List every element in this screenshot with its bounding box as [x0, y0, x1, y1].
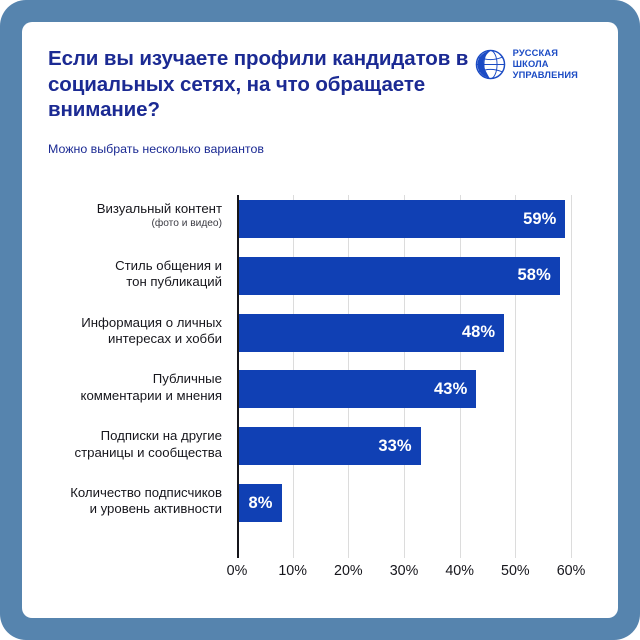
category-label: Подписки на другие страницы и сообщества: [22, 428, 222, 461]
category-label-line-1: Стиль общения и: [115, 257, 222, 273]
category-label-line-1: Количество подписчиков: [70, 485, 222, 500]
bar: 59%: [237, 200, 566, 238]
bar: 8%: [237, 484, 282, 522]
page-title: Если вы изучаете профили кандидатов в со…: [48, 47, 469, 121]
brand-logo-text: РУССКАЯ ШКОЛА УПРАВЛЕНИЯ: [513, 48, 578, 82]
plot-area: 59% 58% 48% 43% 33% 8% 0% 10% 20% 30% 40% 50% 60%: [227, 195, 585, 579]
header: Если вы изучаете профили кандидатов в со…: [48, 38, 600, 158]
bar-value-label: 33%: [378, 436, 412, 455]
category-label-line-2: интересах и хобби: [107, 331, 222, 346]
gridline-50: [515, 195, 517, 558]
category-label: Публичные комментарии и мнения: [22, 371, 222, 404]
bar-value-label: 8%: [248, 493, 273, 512]
y-axis-line: [237, 195, 239, 558]
logo-line-2: ШКОЛА: [512, 59, 549, 70]
poster-card: Если вы изучаете профили кандидатов в со…: [22, 22, 618, 618]
x-tick-10: 10%: [278, 563, 307, 579]
bar: 58%: [237, 256, 560, 295]
bar-value-label: 43%: [434, 379, 468, 398]
category-label-line-2: тон публикаций: [126, 274, 222, 290]
bar: 33%: [237, 427, 421, 466]
category-label: Визуальный контент (фото и видео): [22, 201, 222, 230]
bar-row: 48%: [237, 313, 571, 352]
bar: 48%: [237, 313, 505, 352]
category-label-line-1: Подписки на другие: [100, 428, 222, 444]
category-label: Информация о личных интересах и хобби: [22, 315, 222, 348]
category-label: Стиль общения и тон публикаций: [22, 258, 222, 291]
bar-row: 59%: [237, 200, 571, 238]
brand-logo: РУССКАЯ ШКОЛА УПРАВЛЕНИЯ: [475, 48, 578, 82]
bar-row: 58%: [237, 256, 571, 295]
x-tick-20: 20%: [334, 563, 363, 579]
bar-value-label: 48%: [461, 323, 496, 342]
gridline-60: [571, 195, 572, 558]
bar-chart: 59% 58% 48% 43% 33% 8% 0% 10% 20% 30% 40% 50% 60% В…: [22, 162, 618, 582]
category-label-line-2: (фото и видео): [151, 218, 222, 230]
page-subtitle: Можно выбрать несколько вариантов: [48, 142, 264, 156]
bar-row: 43%: [237, 370, 571, 409]
bar-value-label: 59%: [523, 209, 557, 228]
x-tick-60: 60%: [556, 563, 586, 579]
category-label: Количество подписчиков и уровень активнос…: [22, 485, 222, 518]
bar-row: 8%: [237, 484, 571, 522]
logo-line-1: РУССКАЯ: [512, 48, 559, 58]
x-tick-50: 50%: [501, 563, 530, 579]
x-tick-30: 30%: [389, 563, 419, 579]
category-label-line-2: комментарии и мнения: [80, 387, 222, 403]
category-label-line-1: Информация о личных: [81, 314, 222, 330]
x-tick-0: 0%: [226, 563, 248, 579]
x-tick-40: 40%: [445, 563, 474, 579]
category-label-line-1: Публичные: [152, 371, 222, 387]
bar: 43%: [237, 370, 477, 409]
globe-icon: [475, 50, 505, 80]
logo-line-3: УПРАВЛЕНИЯ: [512, 70, 578, 81]
category-label-line-2: страницы и сообщества: [74, 444, 222, 460]
bar-value-label: 58%: [517, 266, 551, 285]
bar-row: 33%: [237, 427, 571, 466]
category-label-line-1: Визуальный контент: [96, 201, 222, 216]
category-label-line-2: и уровень активности: [89, 501, 222, 517]
